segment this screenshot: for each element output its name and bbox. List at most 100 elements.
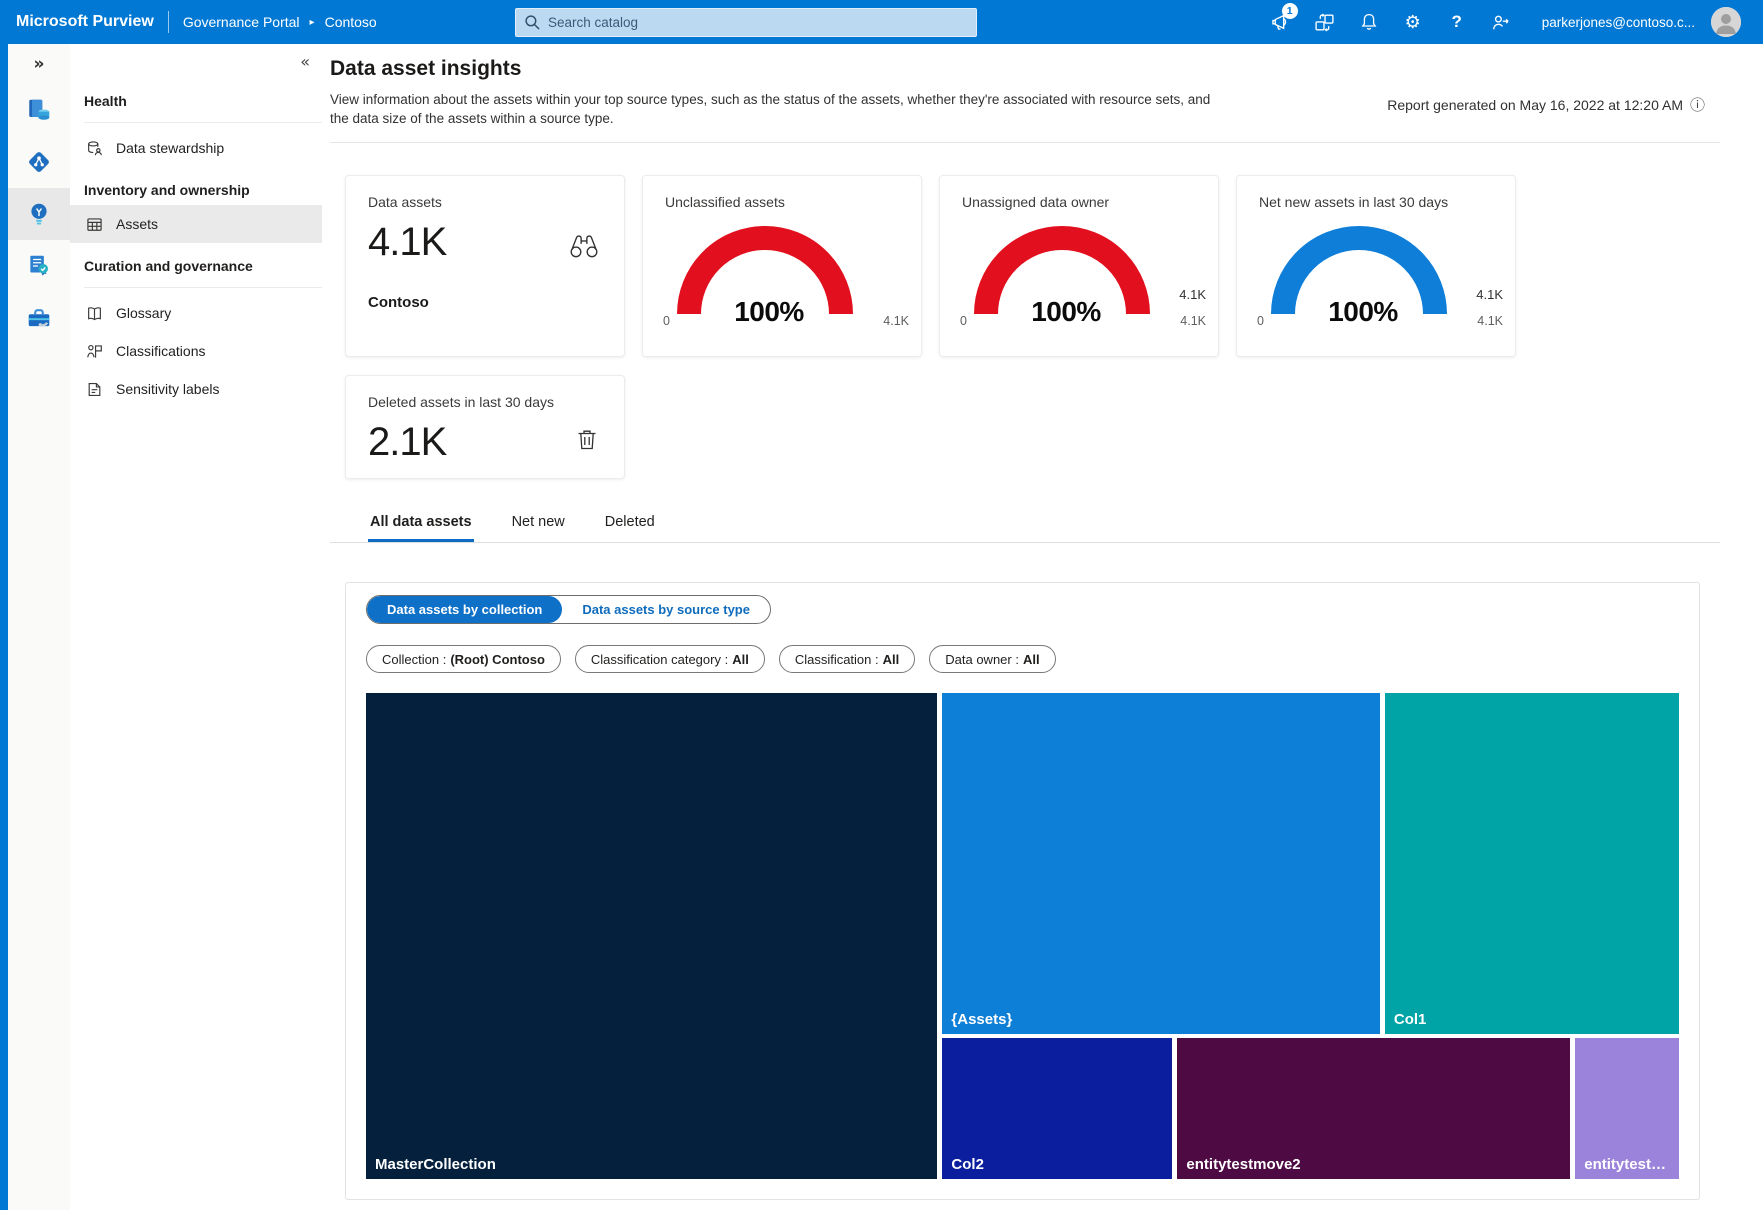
nav-section-curation: Curation and governance — [84, 258, 253, 274]
gauge-max: 4.1K — [1477, 314, 1503, 328]
rail-item-data-catalog[interactable] — [8, 84, 70, 136]
nav-item-sensitivity-labels[interactable]: Sensitivity labels — [70, 370, 322, 408]
card-label: Data assets — [368, 194, 442, 210]
treemap-block-col2[interactable]: Col2 — [942, 1038, 1173, 1179]
chip-label: Collection : — [382, 651, 447, 667]
breadcrumb-org[interactable]: Contoso — [324, 14, 377, 30]
gauge-arc — [677, 226, 853, 315]
nav-item-assets[interactable]: Assets — [70, 205, 322, 243]
gear-icon: ⚙ — [1404, 11, 1421, 33]
nav-item-label: Assets — [116, 216, 159, 232]
gauge-value: 4.1K — [1476, 287, 1503, 302]
insights-bulb-icon — [31, 203, 47, 225]
rail-item-insights[interactable] — [8, 188, 70, 240]
help-button[interactable]: ? — [1438, 0, 1476, 44]
treemap-block--assets-[interactable]: {Assets} — [942, 693, 1380, 1035]
nav-item-glossary[interactable]: Glossary — [70, 294, 322, 332]
person-silhouette-icon — [1711, 7, 1741, 37]
report-generated: Report generated on May 16, 2022 at 12:2… — [1387, 94, 1705, 115]
assets-table-icon — [87, 217, 102, 231]
treemap-block-entitytestmove2[interactable]: entitytestmove2 — [1177, 1038, 1570, 1179]
classifications-icon — [87, 344, 102, 358]
treemap-block-label: Col1 — [1393, 1011, 1427, 1029]
topbar-divider — [167, 11, 169, 33]
unassigned-gauge: 100% 0 4.1K 4.1K — [960, 222, 1206, 328]
app-brand[interactable]: Microsoft Purview — [16, 13, 154, 30]
treemap-block-label: entitytestm... — [1584, 1155, 1673, 1173]
chip-value: All — [1022, 651, 1040, 667]
nav-divider — [84, 287, 322, 288]
feedback-button[interactable] — [1482, 0, 1520, 44]
asset-tabs: All data assets Net new Deleted — [330, 506, 1720, 543]
deleted-assets-value: 2.1K — [368, 420, 447, 464]
nav-item-data-stewardship[interactable]: Data stewardship — [70, 129, 322, 167]
search-input[interactable] — [548, 15, 968, 30]
rail-item-data-policy[interactable] — [8, 240, 70, 292]
nav-section-inventory: Inventory and ownership — [84, 182, 250, 198]
toggle-by-collection[interactable]: Data assets by collection — [367, 596, 563, 623]
binoculars-icon — [570, 235, 598, 258]
card-net-new-assets: Net new assets in last 30 days 100% 0 4.… — [1236, 175, 1516, 357]
account-email[interactable]: parkerjones@contoso.c... — [1541, 14, 1695, 30]
treemap-block-col1[interactable]: Col1 — [1384, 693, 1679, 1035]
tab-net-new[interactable]: Net new — [511, 514, 565, 530]
view-toggle: Data assets by collection Data assets by… — [366, 595, 771, 624]
data-map-icon — [29, 152, 49, 172]
tab-all-data-assets[interactable]: All data assets — [368, 506, 474, 542]
app-icon-rail: » — [8, 44, 70, 1210]
info-icon[interactable]: ⓘ — [1689, 96, 1705, 114]
filter-chip-data-owner[interactable]: Data owner : All — [929, 645, 1056, 673]
avatar[interactable] — [1711, 7, 1741, 37]
gauge-value: 4.1K — [1179, 287, 1206, 302]
breadcrumb-governance-portal[interactable]: Governance Portal — [182, 14, 300, 30]
filter-chip-classification[interactable]: Classification : All — [778, 645, 916, 673]
card-unassigned-data-owner: Unassigned data owner 100% 0 4.1K 4.1K — [939, 175, 1219, 357]
gauge-arc — [974, 226, 1150, 315]
notifications-button[interactable] — [1350, 0, 1388, 44]
switch-views-icon — [1315, 13, 1334, 31]
treemap-block-mastercollection[interactable]: MasterCollection — [366, 693, 938, 1179]
chip-value: All — [732, 651, 749, 667]
topbar-actions: 1 ⚙ ? parkerjones@contos — [1262, 0, 1741, 44]
settings-button[interactable]: ⚙ — [1394, 0, 1432, 44]
gauge-max: 4.1K — [1180, 314, 1206, 328]
chip-label: Data owner : — [945, 651, 1019, 667]
trash-icon — [578, 430, 596, 450]
card-label: Unassigned data owner — [962, 194, 1110, 210]
filter-chip-collection[interactable]: Collection : (Root) Contoso — [366, 645, 561, 673]
rail-item-data-map[interactable] — [8, 136, 70, 188]
main-content: Data asset insights View information abo… — [330, 44, 1763, 1210]
gauge-min: 0 — [960, 314, 967, 328]
page-description: View information about the assets within… — [330, 92, 1211, 126]
gauge-max: 4.1K — [883, 314, 909, 328]
data-stewardship-icon — [88, 140, 102, 155]
announcements-button[interactable]: 1 — [1262, 0, 1300, 44]
card-deleted-assets: Deleted assets in last 30 days 2.1K — [345, 375, 625, 479]
gauge-min: 0 — [1257, 314, 1264, 328]
treemap: MasterCollection {Assets} Col1 Col2 entityte… — [366, 693, 1679, 1179]
person-feedback-icon — [1493, 15, 1509, 29]
guided-tour-button[interactable] — [1306, 0, 1344, 44]
gauge-percent: 100% — [1031, 296, 1101, 327]
treemap-block-label: {Assets} — [951, 1011, 1013, 1029]
nav-item-label: Classifications — [116, 343, 206, 359]
chip-label: Classification category : — [590, 651, 729, 667]
data-assets-collection: Contoso — [368, 294, 429, 311]
bell-icon — [1361, 13, 1377, 30]
nav-item-classifications[interactable]: Classifications — [70, 332, 322, 370]
treemap-block-label: Col2 — [951, 1155, 984, 1173]
treemap-block-entitytestm-[interactable]: entitytestm... — [1575, 1038, 1679, 1179]
toggle-by-source-type[interactable]: Data assets by source type — [582, 602, 750, 617]
chip-value: (Root) Contoso — [450, 651, 545, 667]
data-assets-panel: Data assets by collection Data assets by… — [345, 582, 1700, 1200]
rail-expand-button[interactable]: » — [33, 54, 45, 74]
nav-divider — [84, 122, 322, 123]
search-icon — [525, 15, 540, 30]
top-app-bar: Microsoft Purview Governance Portal ▸ Co… — [0, 0, 1763, 44]
catalog-search-box[interactable] — [515, 8, 977, 37]
nav-collapse-button[interactable]: « — [300, 52, 310, 71]
tab-deleted[interactable]: Deleted — [604, 514, 655, 530]
filter-chip-classification-category[interactable]: Classification category : All — [574, 645, 765, 673]
help-icon: ? — [1451, 12, 1462, 31]
rail-item-management[interactable] — [8, 292, 70, 344]
